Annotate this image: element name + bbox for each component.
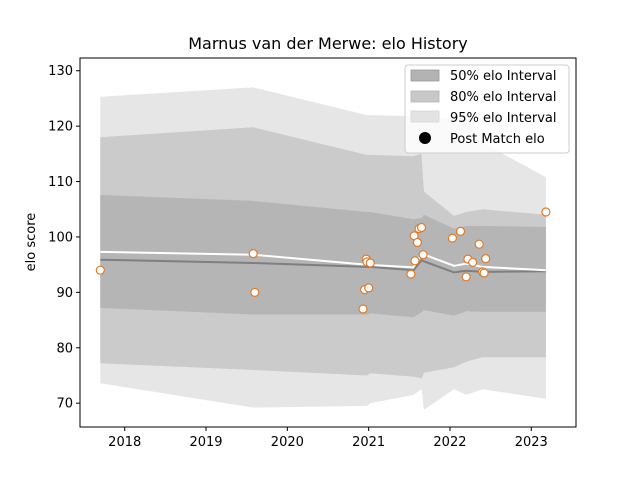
post-match-point bbox=[364, 283, 374, 293]
legend-swatch-95 bbox=[410, 110, 440, 123]
x-axis: 2018 2019 2020 2021 2022 2023 bbox=[108, 427, 548, 450]
post-match-point bbox=[406, 269, 416, 279]
post-match-point bbox=[95, 265, 105, 275]
x-tick-label: 2018 bbox=[108, 435, 141, 450]
x-tick-label: 2022 bbox=[433, 435, 466, 450]
post-match-point bbox=[410, 256, 420, 266]
y-tick-label: 120 bbox=[48, 120, 73, 135]
post-match-point bbox=[447, 233, 457, 243]
post-match-point bbox=[365, 258, 375, 268]
post-match-point bbox=[481, 254, 491, 264]
legend-label-50: 50% elo Interval bbox=[450, 69, 557, 84]
y-tick-label: 90 bbox=[56, 286, 73, 301]
x-tick-label: 2020 bbox=[271, 435, 304, 450]
chart-title: Marnus van der Merwe: elo History bbox=[188, 34, 468, 53]
post-match-point bbox=[468, 257, 478, 267]
y-tick-label: 130 bbox=[48, 64, 73, 79]
interval-bands bbox=[100, 87, 546, 410]
post-match-point bbox=[358, 304, 368, 314]
post-match-point bbox=[416, 222, 427, 233]
post-match-point bbox=[418, 250, 428, 260]
y-tick-label: 110 bbox=[48, 175, 73, 190]
post-match-point bbox=[474, 239, 484, 249]
post-match-point bbox=[461, 272, 471, 282]
y-axis: 70 80 90 100 110 120 130 bbox=[48, 64, 80, 412]
y-tick-label: 70 bbox=[56, 397, 73, 412]
plot-frame bbox=[79, 57, 577, 428]
post-match-point bbox=[541, 207, 551, 217]
legend-label-95: 95% elo Interval bbox=[450, 111, 557, 126]
post-match-points bbox=[95, 207, 551, 314]
x-tick-label: 2021 bbox=[352, 435, 385, 450]
post-match-point bbox=[412, 237, 422, 248]
legend: 50% elo Interval 80% elo Interval 95% el… bbox=[404, 64, 570, 154]
post-match-point bbox=[248, 249, 258, 259]
x-tick-label: 2023 bbox=[515, 435, 548, 450]
y-tick-label: 100 bbox=[48, 230, 73, 245]
mean-elo-line bbox=[100, 258, 546, 274]
post-match-point bbox=[455, 226, 466, 236]
x-tick-label: 2019 bbox=[189, 435, 222, 450]
y-tick-label: 80 bbox=[56, 341, 73, 356]
legend-box bbox=[404, 64, 570, 154]
legend-swatch-80 bbox=[410, 90, 440, 103]
legend-marker-post-match bbox=[419, 132, 431, 144]
post-match-point bbox=[479, 268, 489, 278]
post-match-point bbox=[250, 287, 260, 297]
legend-swatch-50 bbox=[410, 69, 440, 82]
legend-label-80: 80% elo Interval bbox=[450, 90, 557, 105]
y-axis-label: elo score bbox=[24, 213, 39, 272]
band-50-interval bbox=[100, 194, 546, 318]
legend-label-post-match: Post Match elo bbox=[450, 132, 545, 147]
